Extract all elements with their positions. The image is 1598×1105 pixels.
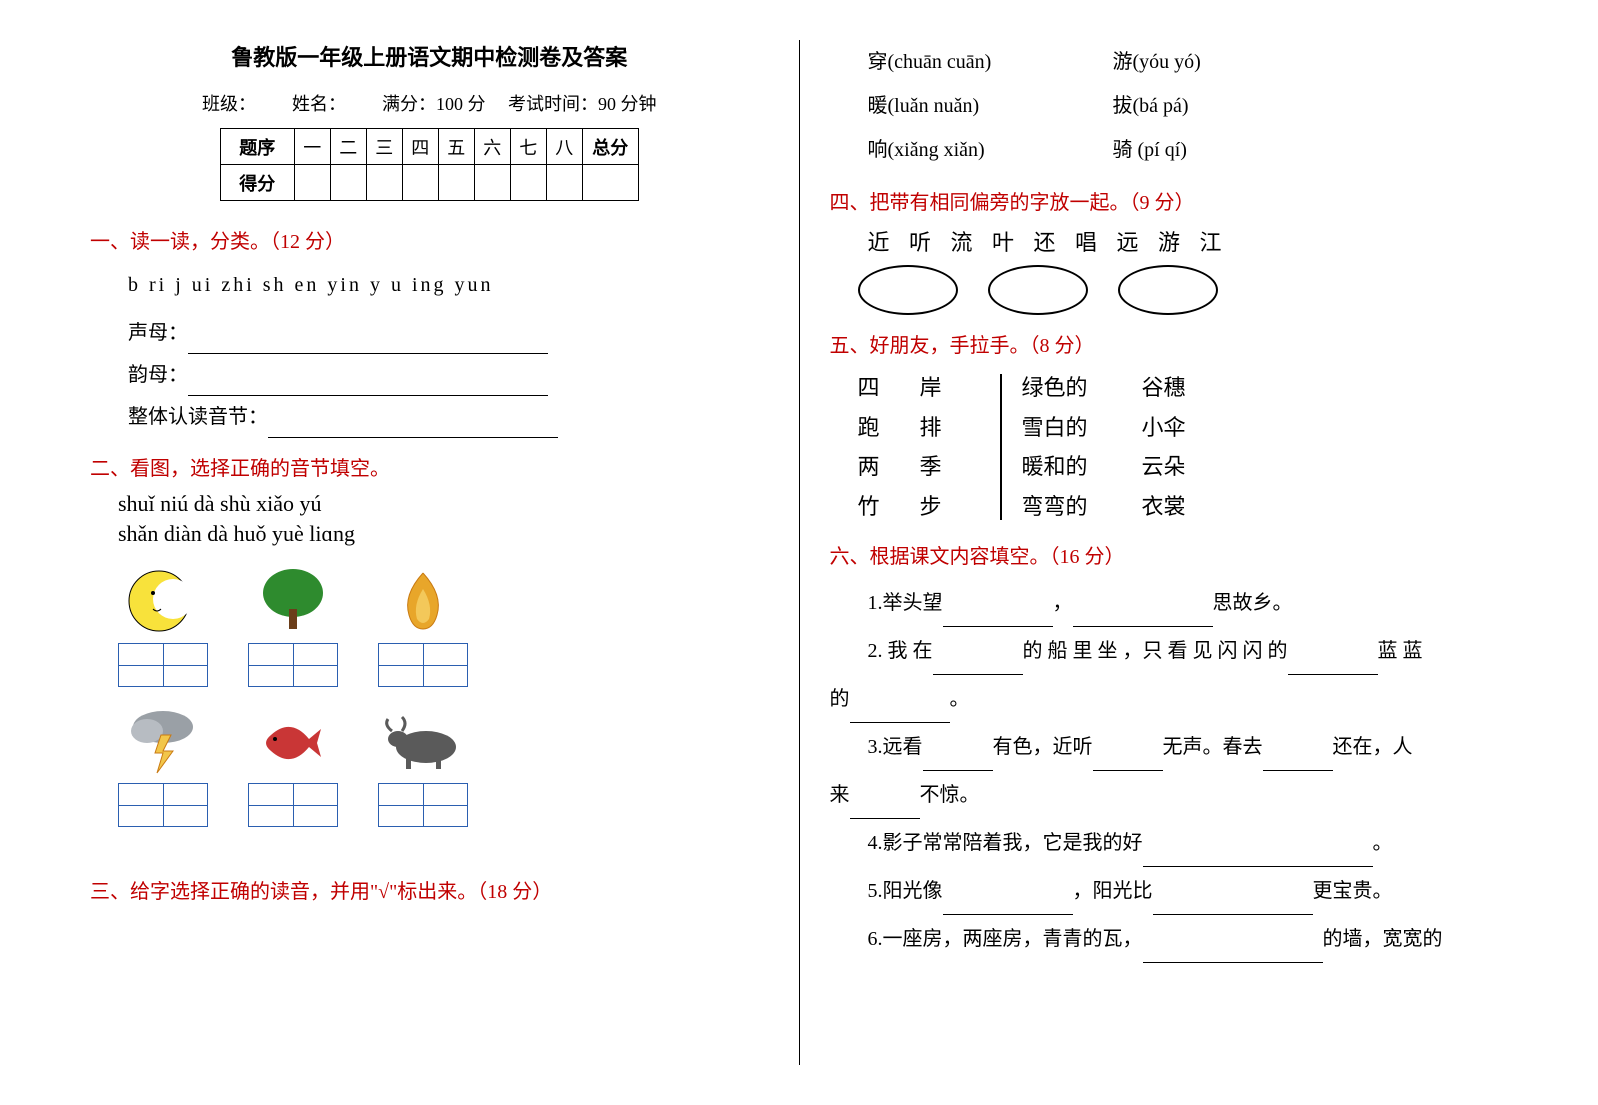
answer-grid [118,643,208,687]
section-3-title: 三、给字选择正确的读音，并用"√"标出来。（18 分） [90,875,769,904]
image-cell [118,705,208,827]
fire-icon [383,565,463,635]
score-col: 四 [402,129,438,165]
section-1-body: b ri j ui zhi sh en yin y u ing yun 声母： … [90,264,769,438]
doc-meta: 班级： 姓名： 满分：100 分 考试时间：90 分钟 [90,90,769,116]
score-table: 题序 一 二 三 四 五 六 七 八 总分 得分 [220,128,639,201]
q3-pair: 响(xiǎng xiǎn) 骑 (pí qí) [868,128,1509,172]
q6-3-cont: 来不惊。 [830,771,1509,819]
blank [1143,845,1373,867]
blank [933,653,1023,675]
match-divider [1000,374,1002,520]
match-col-a: 四 跑 两 竹 [858,368,920,526]
q6-5: 5.阳光像，阳光比更宝贵。 [868,867,1509,915]
blank [850,701,950,723]
oval-blank [1118,265,1218,315]
oval-row [858,265,1509,315]
score-col: 一 [294,129,330,165]
match-col-d: 谷穗 小伞 云朵 衣裳 [1142,368,1232,526]
blank [943,893,1073,915]
oval-blank [858,265,958,315]
q6-4: 4.影子常常陪着我，它是我的好。 [868,819,1509,867]
name-label: 姓名： [292,94,346,114]
fullscore-label: 满分：100 分 [382,94,486,114]
blank [188,332,548,354]
q3-pair: 暖(luǎn nuǎn) 拔(bá pá) [868,84,1509,128]
buffalo-icon [378,705,468,775]
lightning-icon [123,705,203,775]
pinyin-options: b ri j ui zhi sh en yin y u ing yun [128,264,769,306]
tree-icon [253,565,333,635]
image-cell [378,565,468,687]
score-col: 二 [330,129,366,165]
blank [1263,749,1333,771]
score-col: 三 [366,129,402,165]
table-row: 得分 [220,165,638,201]
image-cell [248,705,338,827]
image-cell [248,565,338,687]
fish-icon [253,705,333,775]
left-column: 鲁教版一年级上册语文期中检测卷及答案 班级： 姓名： 满分：100 分 考试时间… [60,40,799,1065]
table-row: 题序 一 二 三 四 五 六 七 八 总分 [220,129,638,165]
radical-characters: 近 听 流 叶 还 唱 远 游 江 [868,225,1509,257]
match-col-c: 绿色的 雪白的 暖和的 弯弯的 [1022,368,1142,526]
answer-grid [378,643,468,687]
score-col: 七 [510,129,546,165]
fill-line: 声母： [128,312,769,354]
blank [1143,941,1323,963]
blank [1153,893,1313,915]
section-5-title: 五、好朋友，手拉手。（8 分） [830,329,1509,358]
blank [188,374,548,396]
pinyin-choices-2: shǎn diàn dà huǒ yuè liɑng [118,521,769,547]
section-1-title: 一、读一读，分类。（12 分） [90,225,769,254]
q6-2: 2. 我 在的 船 里 坐 ，只 看 见 闪 闪 的蓝 蓝 [868,627,1509,675]
q6-1: 1.举头望，思故乡。 [868,579,1509,627]
image-row-2 [118,705,769,827]
score-col: 六 [474,129,510,165]
blank [1288,653,1378,675]
q6-6: 6.一座房，两座房，青青的瓦，的墙，宽宽的 [868,915,1509,963]
image-cell [118,565,208,687]
section-2-title: 二、看图，选择正确的音节填空。 [90,452,769,481]
right-column: 穿(chuān cuān) 游(yóu yó) 暖(luǎn nuǎn) 拔(b… [800,40,1539,1065]
blank [923,749,993,771]
time-label: 考试时间：90 分钟 [508,94,657,114]
fill-line: 整体认读音节： [128,396,769,438]
fill-line: 韵母： [128,354,769,396]
answer-grid [248,643,338,687]
blank [1093,749,1163,771]
score-total: 总分 [582,129,638,165]
score-col: 五 [438,129,474,165]
section-4-title: 四、把带有相同偏旁的字放一起。（9 分） [830,186,1509,215]
blank [268,416,558,438]
q6-3: 3.远看有色，近听无声。春去还在，人 [868,723,1509,771]
pinyin-choices-1: shuǐ niú dà shù xiǎo yú [118,491,769,517]
section-6-title: 六、根据课文内容填空。（16 分） [830,540,1509,569]
blank [1073,605,1213,627]
image-row-1 [118,565,769,687]
doc-title: 鲁教版一年级上册语文期中检测卷及答案 [90,40,769,72]
answer-grid [118,783,208,827]
moon-icon [123,565,203,635]
score-col: 八 [546,129,582,165]
class-label: 班级： [202,94,256,114]
matching-block: 四 跑 两 竹 岸 排 季 步 绿色的 雪白的 暖和的 弯弯的 谷穗 小伞 云 [858,368,1509,526]
score-row-label: 得分 [220,165,294,201]
match-col-b: 岸 排 季 步 [920,368,1000,526]
answer-grid [378,783,468,827]
oval-blank [988,265,1088,315]
score-row-label: 题序 [220,129,294,165]
answer-grid [248,783,338,827]
blank [943,605,1053,627]
blank [850,797,920,819]
q3-pair: 穿(chuān cuān) 游(yóu yó) [868,40,1509,84]
q6-2-cont: 的。 [830,675,1509,723]
image-cell [378,705,468,827]
